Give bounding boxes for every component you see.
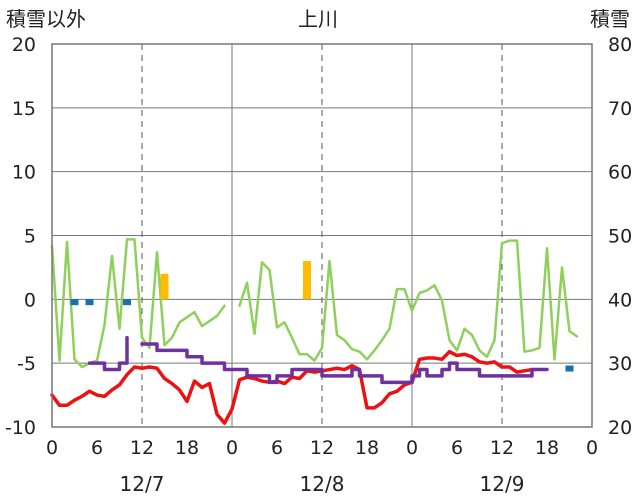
left-tick-label: -5 [17,353,36,375]
left-axis-label: 積雪以外 [6,7,86,31]
x-tick-label: 12 [130,437,154,459]
right-tick-label: 80 [608,34,632,56]
right-tick-label: 60 [608,162,632,184]
x-tick-label: 0 [406,437,418,459]
snow-depth-line [140,342,549,385]
date-label: 12/8 [300,472,345,496]
right-tick-label: 30 [608,353,632,375]
wind-marker [123,299,131,306]
left-tick-label: 15 [12,98,36,120]
precipitation-bar [303,261,311,300]
precipitation-bar [160,273,169,300]
x-tick-label: 0 [586,437,598,459]
x-tick-label: 12 [310,437,334,459]
right-tick-label: 50 [608,226,632,248]
left-tick-label: 0 [24,289,36,311]
x-tick-label: 6 [271,437,283,459]
plot-frame [51,43,593,428]
x-tick-label: 6 [451,437,463,459]
snow-depth-line [87,335,129,372]
x-tick-label: 18 [355,437,379,459]
left-tick-label: 5 [24,226,36,248]
wind-marker [85,299,94,306]
left-tick-label: 10 [12,162,36,184]
chart-title: 上川 [298,7,338,31]
right-tick-label: 40 [608,289,632,311]
right-axis-label: 積雪 [590,7,630,31]
date-label: 12/9 [480,472,525,496]
wind-marker [565,365,574,372]
right-tick-label: 70 [608,98,632,120]
date-label: 12/7 [120,472,165,496]
x-tick-label: 0 [226,437,238,459]
x-tick-label: 6 [91,437,103,459]
right-tick-label: 20 [608,417,632,439]
x-tick-label: 12 [490,437,514,459]
left-tick-label: -10 [5,417,36,439]
x-tick-label: 18 [535,437,559,459]
humidity-line [50,238,226,369]
humidity-line [238,239,579,362]
wind-marker [70,299,79,306]
data-series [50,238,579,425]
x-tick-label: 0 [46,437,58,459]
left-tick-label: 20 [12,34,36,56]
x-tick-label: 18 [175,437,199,459]
